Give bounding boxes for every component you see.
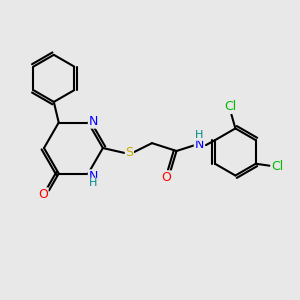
Text: O: O <box>162 171 172 184</box>
Text: N: N <box>88 115 98 128</box>
Text: S: S <box>125 146 134 159</box>
Text: H: H <box>195 130 203 140</box>
Text: H: H <box>89 178 97 188</box>
Text: N: N <box>88 170 98 183</box>
Text: Cl: Cl <box>271 160 283 173</box>
Text: O: O <box>38 188 48 201</box>
Text: N: N <box>194 138 204 151</box>
Text: Cl: Cl <box>224 100 237 113</box>
